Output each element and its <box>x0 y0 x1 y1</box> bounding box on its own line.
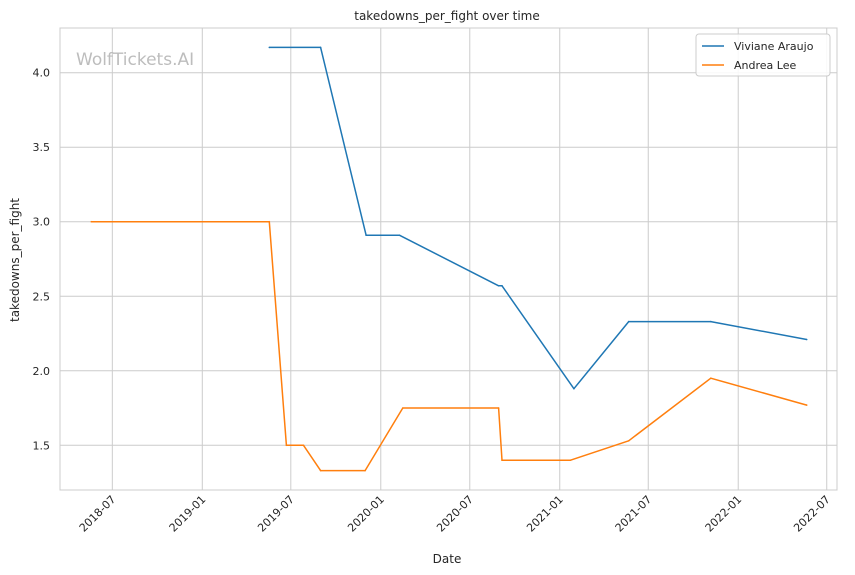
data-point <box>319 46 322 49</box>
data-point <box>710 377 712 380</box>
data-point <box>497 407 500 409</box>
y-axis-label: takedowns_per_fight <box>8 198 22 322</box>
data-point <box>402 407 404 409</box>
y-tick-label: 1.5 <box>33 439 51 452</box>
y-tick-label: 2.5 <box>33 290 51 303</box>
y-tick-label: 2.0 <box>33 365 51 378</box>
chart-title: takedowns_per_fight over time <box>354 9 540 23</box>
data-point <box>497 285 500 287</box>
legend-label: Viviane Araujo <box>734 40 814 53</box>
y-tick-label: 3.0 <box>33 216 51 229</box>
series-line-1 <box>269 46 807 390</box>
data-point <box>501 459 503 462</box>
data-point <box>285 444 288 447</box>
grid <box>60 28 837 490</box>
data-point <box>805 338 808 341</box>
y-axis-ticks: 1.5 2.0 2.5 3.0 3.5 4.0 <box>33 67 51 453</box>
data-point <box>302 444 305 447</box>
watermark: WolfTickets.AI <box>76 50 194 70</box>
data-point <box>627 440 630 442</box>
series-layer <box>90 46 808 472</box>
data-point <box>569 459 572 462</box>
data-point <box>268 46 271 49</box>
plot-frame <box>59 27 838 491</box>
x-axis-label: Date <box>433 552 462 566</box>
y-tick-label: 3.5 <box>33 141 51 154</box>
data-point <box>319 469 322 472</box>
data-point <box>365 234 367 236</box>
data-point <box>805 404 808 406</box>
data-point <box>364 469 366 472</box>
data-point <box>90 220 93 223</box>
y-tick-label: 4.0 <box>33 67 51 80</box>
legend-box <box>695 33 831 77</box>
data-point <box>398 234 401 236</box>
data-point <box>710 320 712 323</box>
data-point <box>627 320 630 323</box>
data-point <box>573 387 575 390</box>
legend: Viviane Araujo Andrea Lee <box>695 33 831 77</box>
data-point <box>501 285 503 287</box>
data-point <box>268 220 271 223</box>
legend-label: Andrea Lee <box>734 59 796 72</box>
